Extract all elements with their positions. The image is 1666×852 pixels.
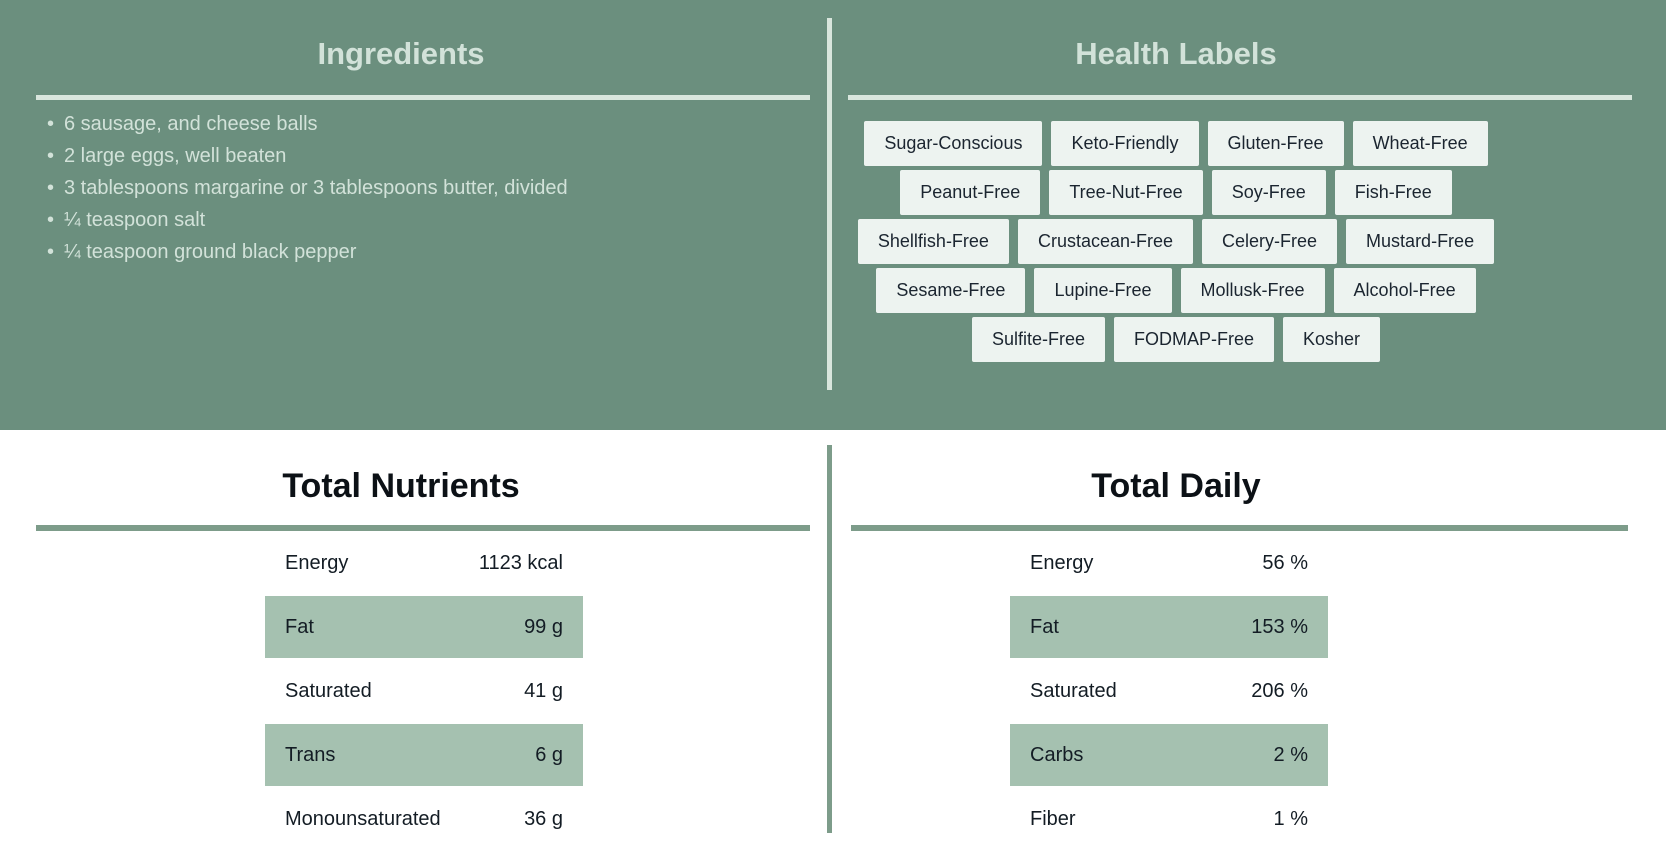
nutrient-row: Saturated 41 g <box>265 660 583 722</box>
health-label-badge: Crustacean-Free <box>1017 219 1194 264</box>
health-label-badge: Peanut-Free <box>900 170 1041 215</box>
nutrient-row: Fiber 1 % <box>1010 788 1328 850</box>
ingredients-title: Ingredients <box>317 36 485 71</box>
nutrient-row: Monounsaturated 36 g <box>265 788 583 850</box>
ingredients-panel: Ingredients 6 sausage, and cheese balls2… <box>0 0 830 430</box>
bottom-grid: Total Nutrients Energy 1123 kcal Fat 99 g Sa… <box>0 430 1666 833</box>
nutrient-value: 99 g <box>524 615 563 638</box>
nutrient-label: Fat <box>285 615 314 638</box>
nutrient-label: Saturated <box>1030 679 1117 702</box>
total-daily-panel: Total Daily Energy 56 % Fat 153 % Saturated 2… <box>830 430 1666 852</box>
ingredient-item: ¼ teaspoon salt <box>47 204 830 236</box>
top-section: Ingredients 6 sausage, and cheese balls2… <box>0 0 1666 430</box>
ingredients-list: 6 sausage, and cheese balls2 large eggs,… <box>0 108 830 268</box>
nutrient-label: Energy <box>1030 551 1094 574</box>
health-labels-underline <box>848 95 1632 100</box>
nutrient-row: Trans 6 g <box>265 724 583 786</box>
ingredient-item: 6 sausage, and cheese balls <box>47 108 830 140</box>
health-label-badge: Soy-Free <box>1211 170 1326 215</box>
total-daily-table: Energy 56 % Fat 153 % Saturated 206 % Carbs 2 %… <box>1010 532 1328 850</box>
health-label-badge: Sugar-Conscious <box>864 121 1043 166</box>
nutrient-row: Energy 1123 kcal <box>265 532 583 594</box>
total-daily-title: Total Daily <box>1091 467 1261 505</box>
total-nutrients-table: Energy 1123 kcal Fat 99 g Saturated 41 g Trans… <box>265 532 583 850</box>
health-label-badge: Sesame-Free <box>876 268 1026 313</box>
health-label-badge: Mollusk-Free <box>1180 268 1325 313</box>
total-nutrients-title: Total Nutrients <box>282 467 520 505</box>
nutrient-label: Saturated <box>285 679 372 702</box>
health-labels-group: Sugar-Conscious Keto-Friendly Gluten-Free W… <box>838 121 1514 362</box>
health-labels-title: Health Labels <box>1075 36 1277 71</box>
nutrient-row: Fat 153 % <box>1010 596 1328 658</box>
ingredients-underline <box>36 95 810 100</box>
nutrient-value: 6 g <box>535 743 563 766</box>
total-nutrients-underline <box>36 525 810 531</box>
health-label-badge: Alcohol-Free <box>1333 268 1476 313</box>
health-label-badge: Keto-Friendly <box>1051 121 1199 166</box>
nutrient-row: Carbs 2 % <box>1010 724 1328 786</box>
health-label-badge: Tree-Nut-Free <box>1049 170 1203 215</box>
nutrient-value: 36 g <box>524 807 563 830</box>
health-label-badge: Lupine-Free <box>1034 268 1172 313</box>
ingredient-item: 3 tablespoons margarine or 3 tablespoons… <box>47 172 830 204</box>
nutrient-value: 206 % <box>1251 679 1308 702</box>
nutrient-row: Energy 56 % <box>1010 532 1328 594</box>
top-grid: Ingredients 6 sausage, and cheese balls2… <box>0 0 1666 430</box>
nutrient-value: 56 % <box>1262 551 1308 574</box>
nutrient-label: Trans <box>285 743 336 766</box>
ingredient-item: ¼ teaspoon ground black pepper <box>47 236 830 268</box>
health-label-badge: Celery-Free <box>1202 219 1338 264</box>
health-label-badge: Gluten-Free <box>1207 121 1344 166</box>
recipe-details-page: Ingredients 6 sausage, and cheese balls2… <box>0 0 1666 833</box>
bottom-vertical-divider <box>827 445 832 833</box>
nutrient-row: Saturated 206 % <box>1010 660 1328 722</box>
nutrient-value: 153 % <box>1251 615 1308 638</box>
nutrient-label: Fat <box>1030 615 1059 638</box>
top-vertical-divider <box>827 18 832 390</box>
nutrient-row: Fat 99 g <box>265 596 583 658</box>
nutrient-value: 2 % <box>1273 743 1308 766</box>
health-label-badge: Sulfite-Free <box>971 317 1105 362</box>
health-label-badge: FODMAP-Free <box>1113 317 1274 362</box>
health-label-badge: Shellfish-Free <box>857 219 1009 264</box>
bottom-section: Total Nutrients Energy 1123 kcal Fat 99 g Sa… <box>0 430 1666 833</box>
health-label-badge: Fish-Free <box>1334 170 1452 215</box>
total-daily-underline <box>851 525 1628 531</box>
nutrient-label: Monounsaturated <box>285 807 441 830</box>
nutrient-label: Energy <box>285 551 349 574</box>
health-label-badge: Mustard-Free <box>1346 219 1495 264</box>
nutrient-label: Fiber <box>1030 807 1076 830</box>
total-nutrients-panel: Total Nutrients Energy 1123 kcal Fat 99 g Sa… <box>0 430 830 852</box>
nutrient-value: 1123 kcal <box>478 551 563 574</box>
nutrient-value: 41 g <box>524 679 563 702</box>
health-labels-panel: Health Labels Sugar-Conscious Keto-Friend… <box>830 0 1666 430</box>
health-label-badge: Wheat-Free <box>1352 121 1488 166</box>
nutrient-label: Carbs <box>1030 743 1084 766</box>
ingredient-item: 2 large eggs, well beaten <box>47 140 830 172</box>
health-label-badge: Kosher <box>1283 317 1381 362</box>
nutrient-value: 1 % <box>1273 807 1308 830</box>
